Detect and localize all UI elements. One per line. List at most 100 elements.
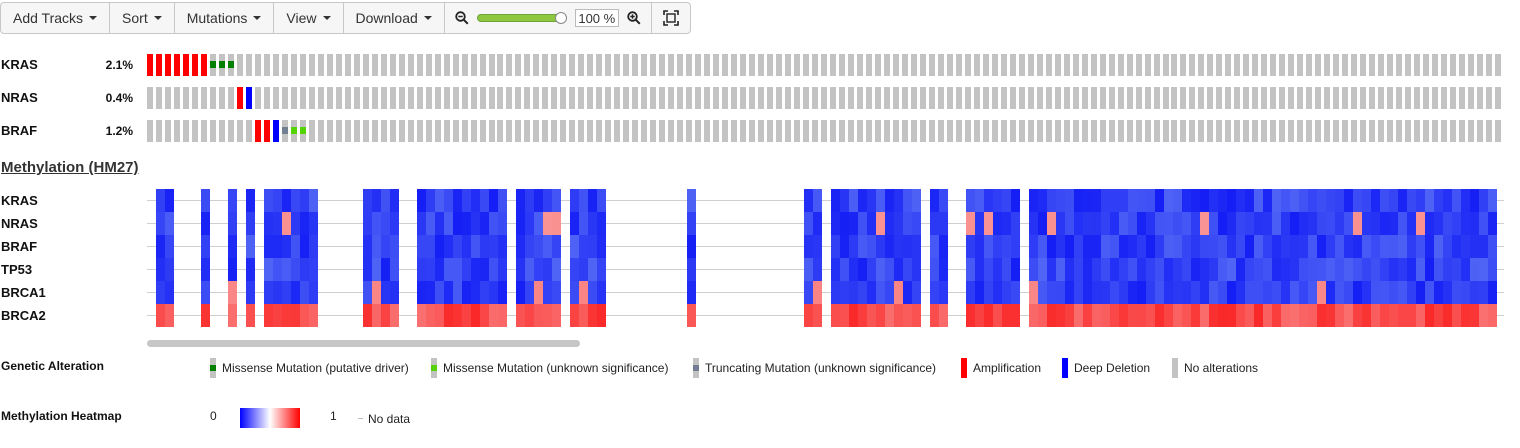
oncoprint-cell[interactable] xyxy=(200,54,207,76)
oncoprint-cell[interactable] xyxy=(497,120,504,142)
oncoprint-cell[interactable] xyxy=(695,54,702,76)
oncoprint-cell[interactable] xyxy=(731,120,738,142)
oncoprint-cell[interactable] xyxy=(731,87,738,109)
oncoprint-cell[interactable] xyxy=(1342,54,1349,76)
oncoprint-cell[interactable] xyxy=(1216,120,1223,142)
oncoprint-cell[interactable] xyxy=(1189,120,1196,142)
oncoprint-cell[interactable] xyxy=(650,54,657,76)
zoom-input[interactable]: 100 % xyxy=(574,9,619,27)
oncoprint-cell[interactable] xyxy=(1099,54,1106,76)
oncoprint-cell[interactable] xyxy=(506,120,513,142)
oncoprint-cell[interactable] xyxy=(587,87,594,109)
oncoprint-cell[interactable] xyxy=(1225,87,1232,109)
oncoprint-cell[interactable] xyxy=(919,87,926,109)
oncoprint-cell[interactable] xyxy=(686,54,693,76)
oncoprint-cell[interactable] xyxy=(182,120,189,142)
oncoprint-cell[interactable] xyxy=(1369,54,1376,76)
oncoprint-cell[interactable] xyxy=(1306,54,1313,76)
oncoprint-cell[interactable] xyxy=(461,87,468,109)
oncoprint-cell[interactable] xyxy=(1333,87,1340,109)
oncoprint-cell[interactable] xyxy=(1288,87,1295,109)
oncoprint-cell[interactable] xyxy=(623,54,630,76)
oncoprint-cell[interactable] xyxy=(434,87,441,109)
oncoprint-cell[interactable] xyxy=(389,120,396,142)
oncoprint-cell[interactable] xyxy=(713,87,720,109)
oncoprint-cell[interactable] xyxy=(1423,54,1430,76)
oncoprint-cell[interactable] xyxy=(524,120,531,142)
oncoprint-cell[interactable] xyxy=(1072,54,1079,76)
oncoprint-cell[interactable] xyxy=(1414,120,1421,142)
oncoprint-cell[interactable] xyxy=(542,54,549,76)
oncoprint-cell[interactable] xyxy=(668,120,675,142)
oncoprint-cell[interactable] xyxy=(1072,120,1079,142)
oncoprint-cell[interactable] xyxy=(937,87,944,109)
oncoprint-cell[interactable] xyxy=(1063,120,1070,142)
oncoprint-cell[interactable] xyxy=(1387,87,1394,109)
oncoprint-cell[interactable] xyxy=(605,87,612,109)
oncoprint-cell[interactable] xyxy=(695,87,702,109)
oncoprint-cell[interactable] xyxy=(344,120,351,142)
oncoprint-cell[interactable] xyxy=(560,54,567,76)
oncoprint-cell[interactable] xyxy=(1108,120,1115,142)
oncoprint-cell[interactable] xyxy=(632,120,639,142)
oncoprint-cell[interactable] xyxy=(1459,120,1466,142)
oncoprint-cell[interactable] xyxy=(1270,54,1277,76)
oncoprint-cell[interactable] xyxy=(551,120,558,142)
oncoprint-cell[interactable] xyxy=(973,87,980,109)
oncoprint-cell[interactable] xyxy=(182,87,189,109)
oncoprint-cell[interactable] xyxy=(299,87,306,109)
oncoprint-cell[interactable] xyxy=(380,120,387,142)
oncoprint-track-braf[interactable] xyxy=(147,120,1504,142)
oncoprint-cell[interactable] xyxy=(668,54,675,76)
oncoprint-cell[interactable] xyxy=(605,54,612,76)
oncoprint-cell[interactable] xyxy=(883,120,890,142)
oncoprint-cell[interactable] xyxy=(1090,54,1097,76)
oncoprint-cell[interactable] xyxy=(1126,87,1133,109)
oncoprint-cell[interactable] xyxy=(1018,87,1025,109)
oncoprint-cell[interactable] xyxy=(928,120,935,142)
oncoprint-cell[interactable] xyxy=(371,54,378,76)
oncoprint-cell[interactable] xyxy=(1153,54,1160,76)
oncoprint-cell[interactable] xyxy=(1486,120,1493,142)
oncoprint-cell[interactable] xyxy=(794,54,801,76)
oncoprint-cell[interactable] xyxy=(964,87,971,109)
oncoprint-cell[interactable] xyxy=(1414,87,1421,109)
oncoprint-cell[interactable] xyxy=(443,120,450,142)
oncoprint-cell[interactable] xyxy=(1108,54,1115,76)
oncoprint-cell[interactable] xyxy=(865,120,872,142)
oncoprint-cell[interactable] xyxy=(1396,87,1403,109)
oncoprint-cell[interactable] xyxy=(874,54,881,76)
oncoprint-cell[interactable] xyxy=(838,54,845,76)
oncoprint-cell[interactable] xyxy=(191,54,198,76)
oncoprint-cell[interactable] xyxy=(1450,87,1457,109)
oncoprint-cell[interactable] xyxy=(937,54,944,76)
oncoprint-cell[interactable] xyxy=(1216,54,1223,76)
oncoprint-cell[interactable] xyxy=(362,87,369,109)
oncoprint-cell[interactable] xyxy=(713,54,720,76)
oncoprint-cell[interactable] xyxy=(1099,87,1106,109)
oncoprint-cell[interactable] xyxy=(524,87,531,109)
oncoprint-cell[interactable] xyxy=(1018,120,1025,142)
oncoprint-cell[interactable] xyxy=(1243,54,1250,76)
oncoprint-cell[interactable] xyxy=(1396,54,1403,76)
oncoprint-cell[interactable] xyxy=(686,120,693,142)
oncoprint-cell[interactable] xyxy=(659,120,666,142)
oncoprint-cell[interactable] xyxy=(281,87,288,109)
oncoprint-cell[interactable] xyxy=(1459,87,1466,109)
oncoprint-cell[interactable] xyxy=(326,120,333,142)
oncoprint-cell[interactable] xyxy=(749,54,756,76)
oncoprint-cell[interactable] xyxy=(398,54,405,76)
oncoprint-cell[interactable] xyxy=(425,54,432,76)
oncoprint-cell[interactable] xyxy=(1027,54,1034,76)
oncoprint-cell[interactable] xyxy=(290,54,297,76)
oncoprint-cell[interactable] xyxy=(470,87,477,109)
oncoprint-cell[interactable] xyxy=(1189,87,1196,109)
oncoprint-cell[interactable] xyxy=(245,87,252,109)
methylation-section-title[interactable]: Methylation (HM27) xyxy=(1,159,139,176)
oncoprint-cell[interactable] xyxy=(812,54,819,76)
oncoprint-cell[interactable] xyxy=(847,120,854,142)
oncoprint-cell[interactable] xyxy=(1378,54,1385,76)
oncoprint-cell[interactable] xyxy=(245,120,252,142)
fit-to-screen-button[interactable] xyxy=(652,3,690,33)
oncoprint-cell[interactable] xyxy=(263,87,270,109)
